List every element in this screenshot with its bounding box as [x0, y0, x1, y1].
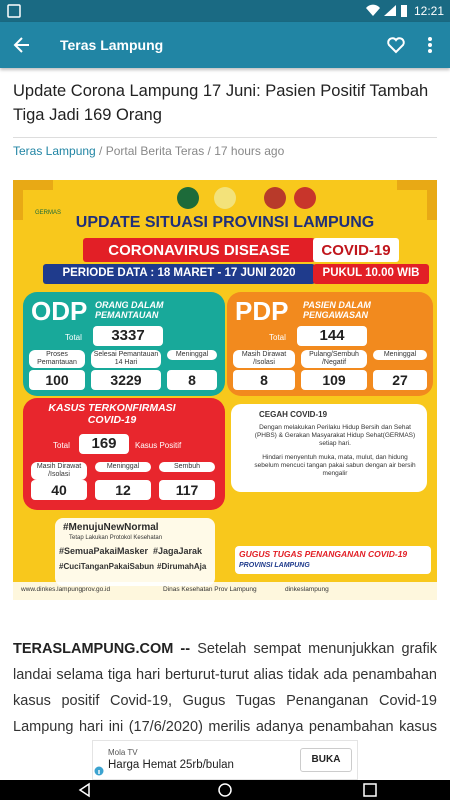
covid-badge: COVID-19 — [321, 242, 391, 259]
confirmed-label: Masih Dirawat /Isolasi — [31, 462, 87, 480]
pdp-label: Pulang/Sembuh /Negatif — [301, 350, 367, 368]
pdp-total: 144 — [297, 326, 367, 346]
meta-text: / Portal Berita Teras / 17 hours ago — [95, 144, 285, 158]
footer-instagram: dinkeslampung — [285, 586, 329, 593]
pdp-label: Meninggal — [373, 350, 427, 360]
hashtag: #DirumahAja — [157, 562, 207, 571]
hashtag-main: #MenujuNewNormal — [63, 522, 159, 533]
odp-label: Proses Pemantauan — [29, 350, 85, 368]
ad-brand: Mola TV — [108, 748, 138, 757]
status-bar: 12:21 — [0, 0, 450, 22]
odp-value: 3229 — [91, 370, 161, 390]
app-title: Teras Lampung — [60, 37, 164, 53]
hashtag: #SemuaPakaiMasker — [59, 546, 149, 556]
task-force-name: GUGUS TUGAS PENANGANAN — [239, 549, 366, 559]
pdp-name: PASIEN DALAM PENGAWASAN — [303, 300, 371, 320]
divider — [13, 137, 437, 138]
hashtag: #CuciTanganPakaiSabun — [59, 562, 154, 571]
status-icons — [7, 4, 407, 18]
prevent-title: CEGAH COVID-19 — [259, 410, 328, 419]
pdp-total-label: Total — [269, 333, 286, 342]
menu-button[interactable] — [424, 35, 436, 55]
pdp-abbr: PDP — [235, 296, 289, 326]
confirmed-value: 12 — [95, 480, 151, 500]
app-bar: Teras Lampung — [0, 22, 450, 68]
odp-abbr: ODP — [31, 296, 88, 326]
clock: 12:21 — [414, 4, 445, 18]
nav-recents[interactable] — [363, 783, 377, 797]
report-time: PUKUL 10.00 WIB — [322, 267, 420, 279]
task-force: GUGUS TUGAS PENANGANAN COVID-19 — [239, 549, 407, 559]
navigation-bar — [0, 780, 450, 800]
odp-name: ORANG DALAM PEMANTAUAN — [95, 300, 164, 320]
source-link[interactable]: Teras Lampung — [13, 144, 96, 158]
confirmed-name: KASUS TERKONFIRMASI COVID-19 — [48, 402, 176, 426]
confirmed-label: Meninggal — [95, 462, 151, 472]
pdp-label: Masih Dirawat /Isolasi — [233, 350, 295, 368]
article-meta: Teras Lampung / Portal Berita Teras / 17… — [13, 144, 284, 158]
odp-value: 8 — [167, 370, 217, 390]
back-button[interactable] — [12, 35, 32, 55]
footer-facebook: Dinas Kesehatan Prov Lampung — [163, 586, 257, 593]
task-force-region: PROVINSI LAMPUNG — [239, 562, 310, 569]
nav-icons — [78, 782, 377, 798]
nav-home[interactable] — [218, 783, 232, 797]
nav-back[interactable] — [78, 782, 90, 798]
confirmed-value: 40 — [31, 480, 87, 500]
pdp-value: 8 — [233, 370, 295, 390]
odp-total: 3337 — [93, 326, 163, 346]
article-body: TERASLAMPUNG.COM -- Setelah sempat menun… — [13, 636, 437, 766]
hashtag-sub: Tetap Lakukan Protokol Kesehatan — [69, 535, 163, 541]
odp-label: Meninggal — [167, 350, 217, 360]
pdp-value: 27 — [373, 370, 427, 390]
germas-logo: GERMAS — [35, 210, 62, 216]
odp-value: 100 — [29, 370, 85, 390]
confirmed-total-label: Total — [53, 441, 70, 450]
ad-card[interactable] — [92, 740, 358, 780]
period: PERIODE DATA : 18 MARET - 17 JUNI 2020 — [62, 267, 296, 279]
hashtag: #JagaJarak — [153, 546, 203, 556]
prevent-text: Hindari menyentuh muka, mata, mulut, dan… — [254, 454, 416, 477]
odp-label: Selesai Pemantauan 14 Hari — [91, 350, 161, 368]
confirmed-unit: Kasus Positif — [135, 441, 182, 450]
pdp-value: 109 — [301, 370, 367, 390]
favorite-button[interactable] — [386, 35, 406, 55]
disease: CORONAVIRUS DISEASE — [108, 242, 290, 259]
article-title: Update Corona Lampung 17 Juni: Pasien Po… — [13, 82, 429, 124]
odp-total-label: Total — [65, 333, 82, 342]
confirmed-value: 117 — [159, 480, 215, 500]
prevent-text: Dengan melakukan Perilaku Hidup Bersih d… — [254, 424, 416, 447]
article-lead: TERASLAMPUNG.COM -- — [13, 641, 191, 657]
infographic: GERMAS UPDATE SITUASI PROVINSI LAMPUNG C… — [13, 180, 437, 600]
ad-info[interactable] — [94, 766, 104, 776]
confirmed-label: Sembuh — [159, 462, 215, 472]
task-force-covid: COVID-19 — [367, 549, 408, 559]
ad-headline: Harga Hemat 25rb/bulan — [108, 759, 234, 771]
article-text: Setelah sempat menunjukkan grafik landai… — [13, 641, 437, 761]
ad-banner[interactable]: Mola TV Harga Hemat 25rb/bulan BUKA — [0, 740, 450, 780]
heading: UPDATE SITUASI PROVINSI LAMPUNG — [75, 214, 375, 231]
footer-website: www.dinkes.lampungprov.go.id — [21, 586, 111, 593]
ad-button[interactable]: BUKA — [300, 748, 352, 772]
confirmed-total: 169 — [79, 434, 129, 454]
